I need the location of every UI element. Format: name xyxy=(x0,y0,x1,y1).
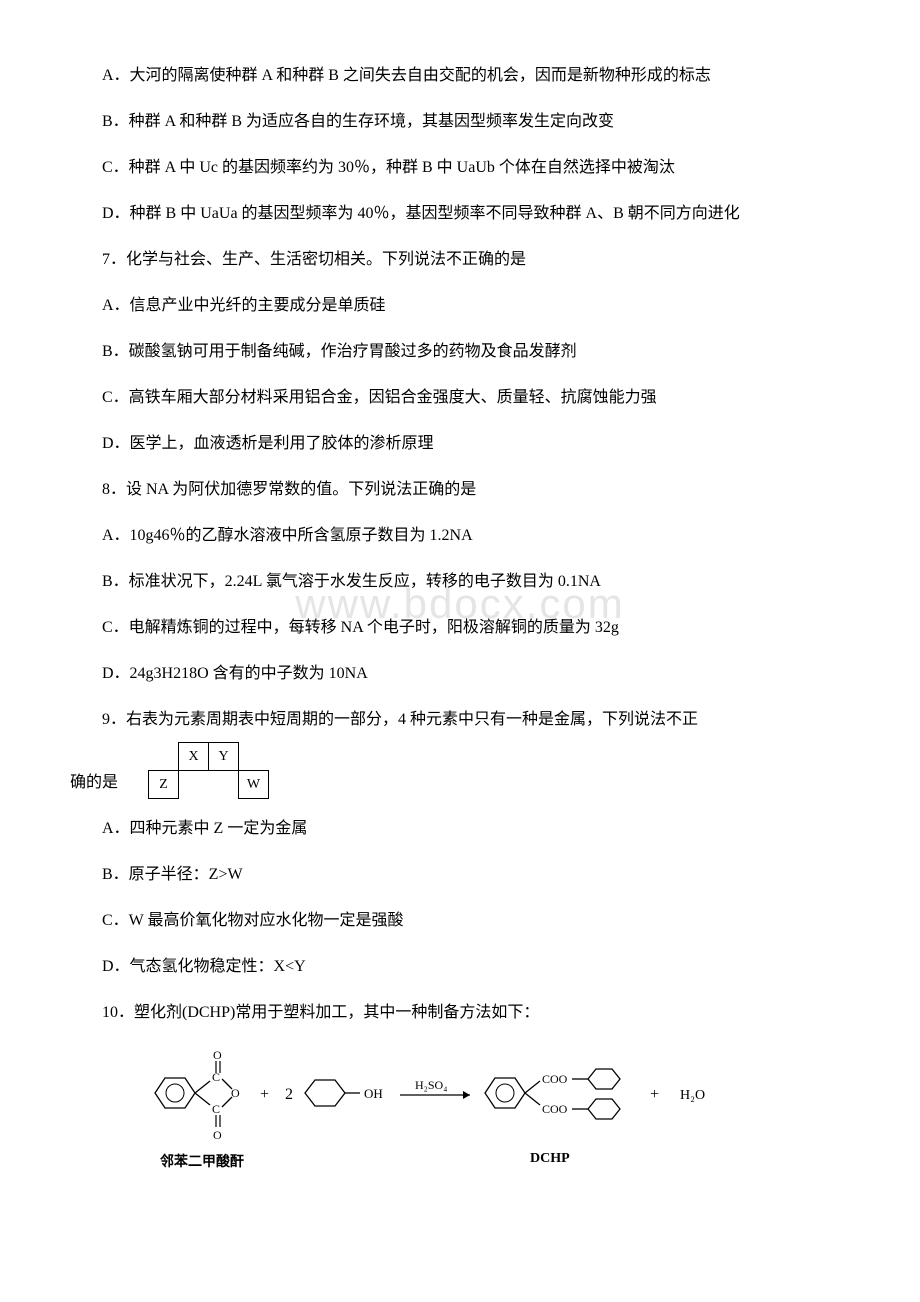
reaction-arrow-icon: H₂SO₄ xyxy=(400,1078,470,1099)
svg-text:O: O xyxy=(213,1128,222,1142)
svg-text:COO: COO xyxy=(542,1072,568,1086)
q9-option-d: D．气态氢化物稳定性：X<Y xyxy=(70,951,850,983)
q9-option-b: B．原子半径：Z>W xyxy=(70,859,850,891)
svg-text:O: O xyxy=(231,1086,240,1100)
q6-option-d: D．种群 B 中 UaUa 的基因型频率为 40％，基因型频率不同导致种群 A、… xyxy=(70,198,850,230)
svg-text:O: O xyxy=(213,1048,222,1062)
water-text: H₂O xyxy=(680,1088,705,1103)
periodic-table: X Y Z W xyxy=(148,742,269,799)
svg-text:COO: COO xyxy=(542,1102,568,1116)
product-label: DCHP xyxy=(530,1151,570,1167)
reaction-diagram: C C O O O + 2 xyxy=(140,1043,760,1183)
svg-text:C: C xyxy=(212,1102,220,1116)
q9-stem-after: 确的是 xyxy=(70,767,118,799)
q8-stem: 8．设 NA 为阿伏加德罗常数的值。下列说法正确的是 xyxy=(70,474,850,506)
q6-option-a: A．大河的隔离使种群 A 和种群 B 之间失去自由交配的机会，因而是新物种形成的… xyxy=(70,60,850,92)
periodic-cell-y: Y xyxy=(209,743,239,771)
q8-option-b: B．标准状况下，2.24L 氯气溶于水发生反应，转移的电子数目为 0.1NA xyxy=(70,566,850,598)
q7-option-a: A．信息产业中光纤的主要成分是单质硅 xyxy=(70,290,850,322)
q7-option-b: B．碳酸氢钠可用于制备纯碱，作治疗胃酸过多的药物及食品发酵剂 xyxy=(70,336,850,368)
coefficient-text: 2 xyxy=(285,1086,293,1103)
cyclohexanol-icon: OH xyxy=(305,1080,383,1106)
dchp-product-icon: COO COO xyxy=(485,1069,620,1119)
phthalic-anhydride-icon: C C O O O xyxy=(155,1048,240,1142)
q8-option-a: A．10g46％的乙醇水溶液中所含氢原子数目为 1.2NA xyxy=(70,520,850,552)
q8-option-c: C．电解精炼铜的过程中，每转移 NA 个电子时，阳极溶解铜的质量为 32g xyxy=(70,612,850,644)
q6-option-b: B．种群 A 和种群 B 为适应各自的生存环境，其基因型频率发生定向改变 xyxy=(70,106,850,138)
q9-stem-block: 9．右表为元素周期表中短周期的一部分，4 种元素中只有一种是金属，下列说法不正 … xyxy=(70,704,850,799)
q9-stem-before: 9．右表为元素周期表中短周期的一部分，4 种元素中只有一种是金属，下列说法不正 xyxy=(70,704,850,736)
q7-option-c: C．高铁车厢大部分材料采用铝合金，因铝合金强度大、质量轻、抗腐蚀能力强 xyxy=(70,382,850,414)
q6-option-c: C．种群 A 中 Uc 的基因频率约为 30％，种群 B 中 UaUb 个体在自… xyxy=(70,152,850,184)
svg-text:H₂SO₄: H₂SO₄ xyxy=(415,1078,447,1092)
svg-text:OH: OH xyxy=(364,1086,383,1101)
q7-option-d: D．医学上，血液透析是利用了胶体的渗析原理 xyxy=(70,428,850,460)
periodic-cell-z: Z xyxy=(149,771,179,799)
reactant-label: 邻苯二甲酸酐 xyxy=(160,1151,244,1171)
plus-1-icon: + xyxy=(260,1086,269,1103)
q10-stem: 10．塑化剂(DCHP)常用于塑料加工，其中一种制备方法如下： xyxy=(70,997,850,1029)
q7-stem: 7．化学与社会、生产、生活密切相关。下列说法不正确的是 xyxy=(70,244,850,276)
q9-option-c: C．W 最高价氧化物对应水化物一定是强酸 xyxy=(70,905,850,937)
periodic-cell-x: X xyxy=(179,743,209,771)
document-content: A．大河的隔离使种群 A 和种群 B 之间失去自由交配的机会，因而是新物种形成的… xyxy=(70,60,850,1183)
q9-option-a: A．四种元素中 Z 一定为金属 xyxy=(70,813,850,845)
plus-2-icon: + xyxy=(650,1086,659,1103)
q8-option-d: D．24g3H218O 含有的中子数为 10NA xyxy=(70,658,850,690)
periodic-cell-w: W xyxy=(239,771,269,799)
